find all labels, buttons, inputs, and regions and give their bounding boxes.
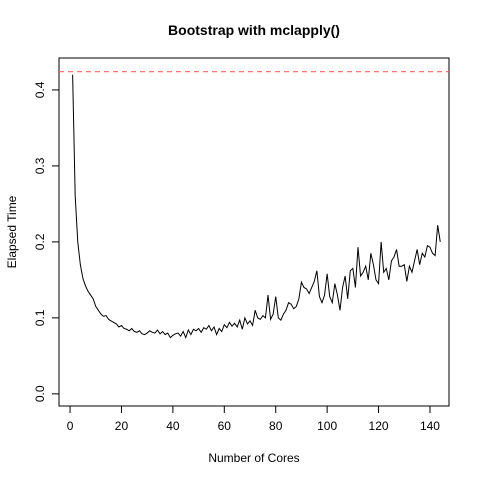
- data-line: [72, 74, 441, 340]
- y-tick-label: 0.2: [33, 233, 47, 250]
- chart-title: Bootstrap with mclapply(): [168, 22, 340, 38]
- y-axis-label: Elapsed Time: [5, 195, 19, 268]
- y-tick-label: 0.4: [33, 81, 47, 98]
- x-tick-label: 140: [420, 419, 440, 433]
- x-axis-label: Number of Cores: [208, 451, 299, 465]
- x-tick-label: 40: [166, 419, 180, 433]
- y-tick-label: 0.1: [33, 309, 47, 326]
- x-tick-label: 80: [269, 419, 283, 433]
- x-tick-label: 100: [317, 419, 337, 433]
- y-tick-label: 0.0: [33, 385, 47, 402]
- x-tick-label: 20: [115, 419, 129, 433]
- y-tick-label: 0.3: [33, 157, 47, 174]
- x-tick-label: 0: [67, 419, 74, 433]
- plot-box: [58, 57, 450, 407]
- x-tick-label: 120: [369, 419, 389, 433]
- x-tick-label: 60: [218, 419, 232, 433]
